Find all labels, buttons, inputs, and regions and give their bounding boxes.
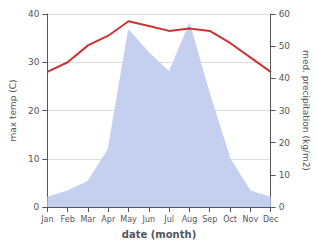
svg-text:Jan: Jan <box>40 215 53 224</box>
svg-text:Aug: Aug <box>182 215 198 224</box>
svg-text:Jun: Jun <box>142 215 156 224</box>
svg-text:max temp (C): max temp (C) <box>8 79 18 141</box>
svg-text:0: 0 <box>279 202 285 212</box>
svg-text:Apr: Apr <box>101 215 116 224</box>
svg-text:40: 40 <box>279 73 291 83</box>
svg-text:Nov: Nov <box>243 215 259 224</box>
svg-text:date (month): date (month) <box>122 229 196 240</box>
svg-text:May: May <box>120 215 137 224</box>
svg-text:20: 20 <box>279 138 291 148</box>
svg-text:0: 0 <box>34 202 40 212</box>
svg-text:Oct: Oct <box>223 215 237 224</box>
svg-text:20: 20 <box>28 106 40 116</box>
svg-text:10: 10 <box>28 154 40 164</box>
svg-text:30: 30 <box>279 106 291 116</box>
svg-text:Mar: Mar <box>80 215 96 224</box>
svg-text:10: 10 <box>279 170 291 180</box>
svg-text:40: 40 <box>28 9 40 19</box>
svg-text:Dec: Dec <box>263 215 278 224</box>
svg-text:Jul: Jul <box>163 215 174 224</box>
svg-text:50: 50 <box>279 41 291 51</box>
svg-text:med. precipitation (kg/m2): med. precipitation (kg/m2) <box>301 50 311 171</box>
svg-text:30: 30 <box>28 57 40 67</box>
svg-text:Feb: Feb <box>61 215 75 224</box>
svg-text:Sep: Sep <box>202 215 217 224</box>
svg-text:60: 60 <box>279 9 291 19</box>
